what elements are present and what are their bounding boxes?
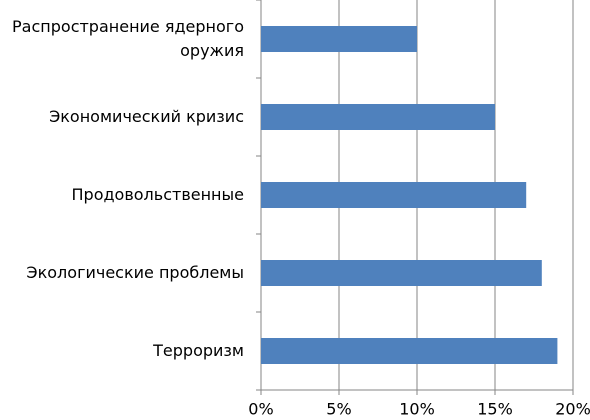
x-tick-label: 20% — [555, 400, 590, 419]
y-tick-label: Терроризм — [153, 341, 244, 360]
y-tick-label: Экономический кризис — [49, 107, 244, 126]
y-tick-label: Распространение ядерного оружия — [12, 17, 244, 60]
bar — [261, 260, 542, 286]
x-tick-label: 10% — [399, 400, 435, 419]
bar — [261, 338, 558, 364]
y-tick-label: Экологические проблемы — [26, 263, 244, 282]
y-tick-label: Продовольственные — [71, 185, 245, 204]
bar — [261, 104, 495, 130]
x-tick-label: 15% — [477, 400, 513, 419]
bar — [261, 26, 417, 52]
x-tick-label: 0% — [248, 400, 273, 419]
x-tick-label: 5% — [326, 400, 351, 419]
bar — [261, 182, 527, 208]
